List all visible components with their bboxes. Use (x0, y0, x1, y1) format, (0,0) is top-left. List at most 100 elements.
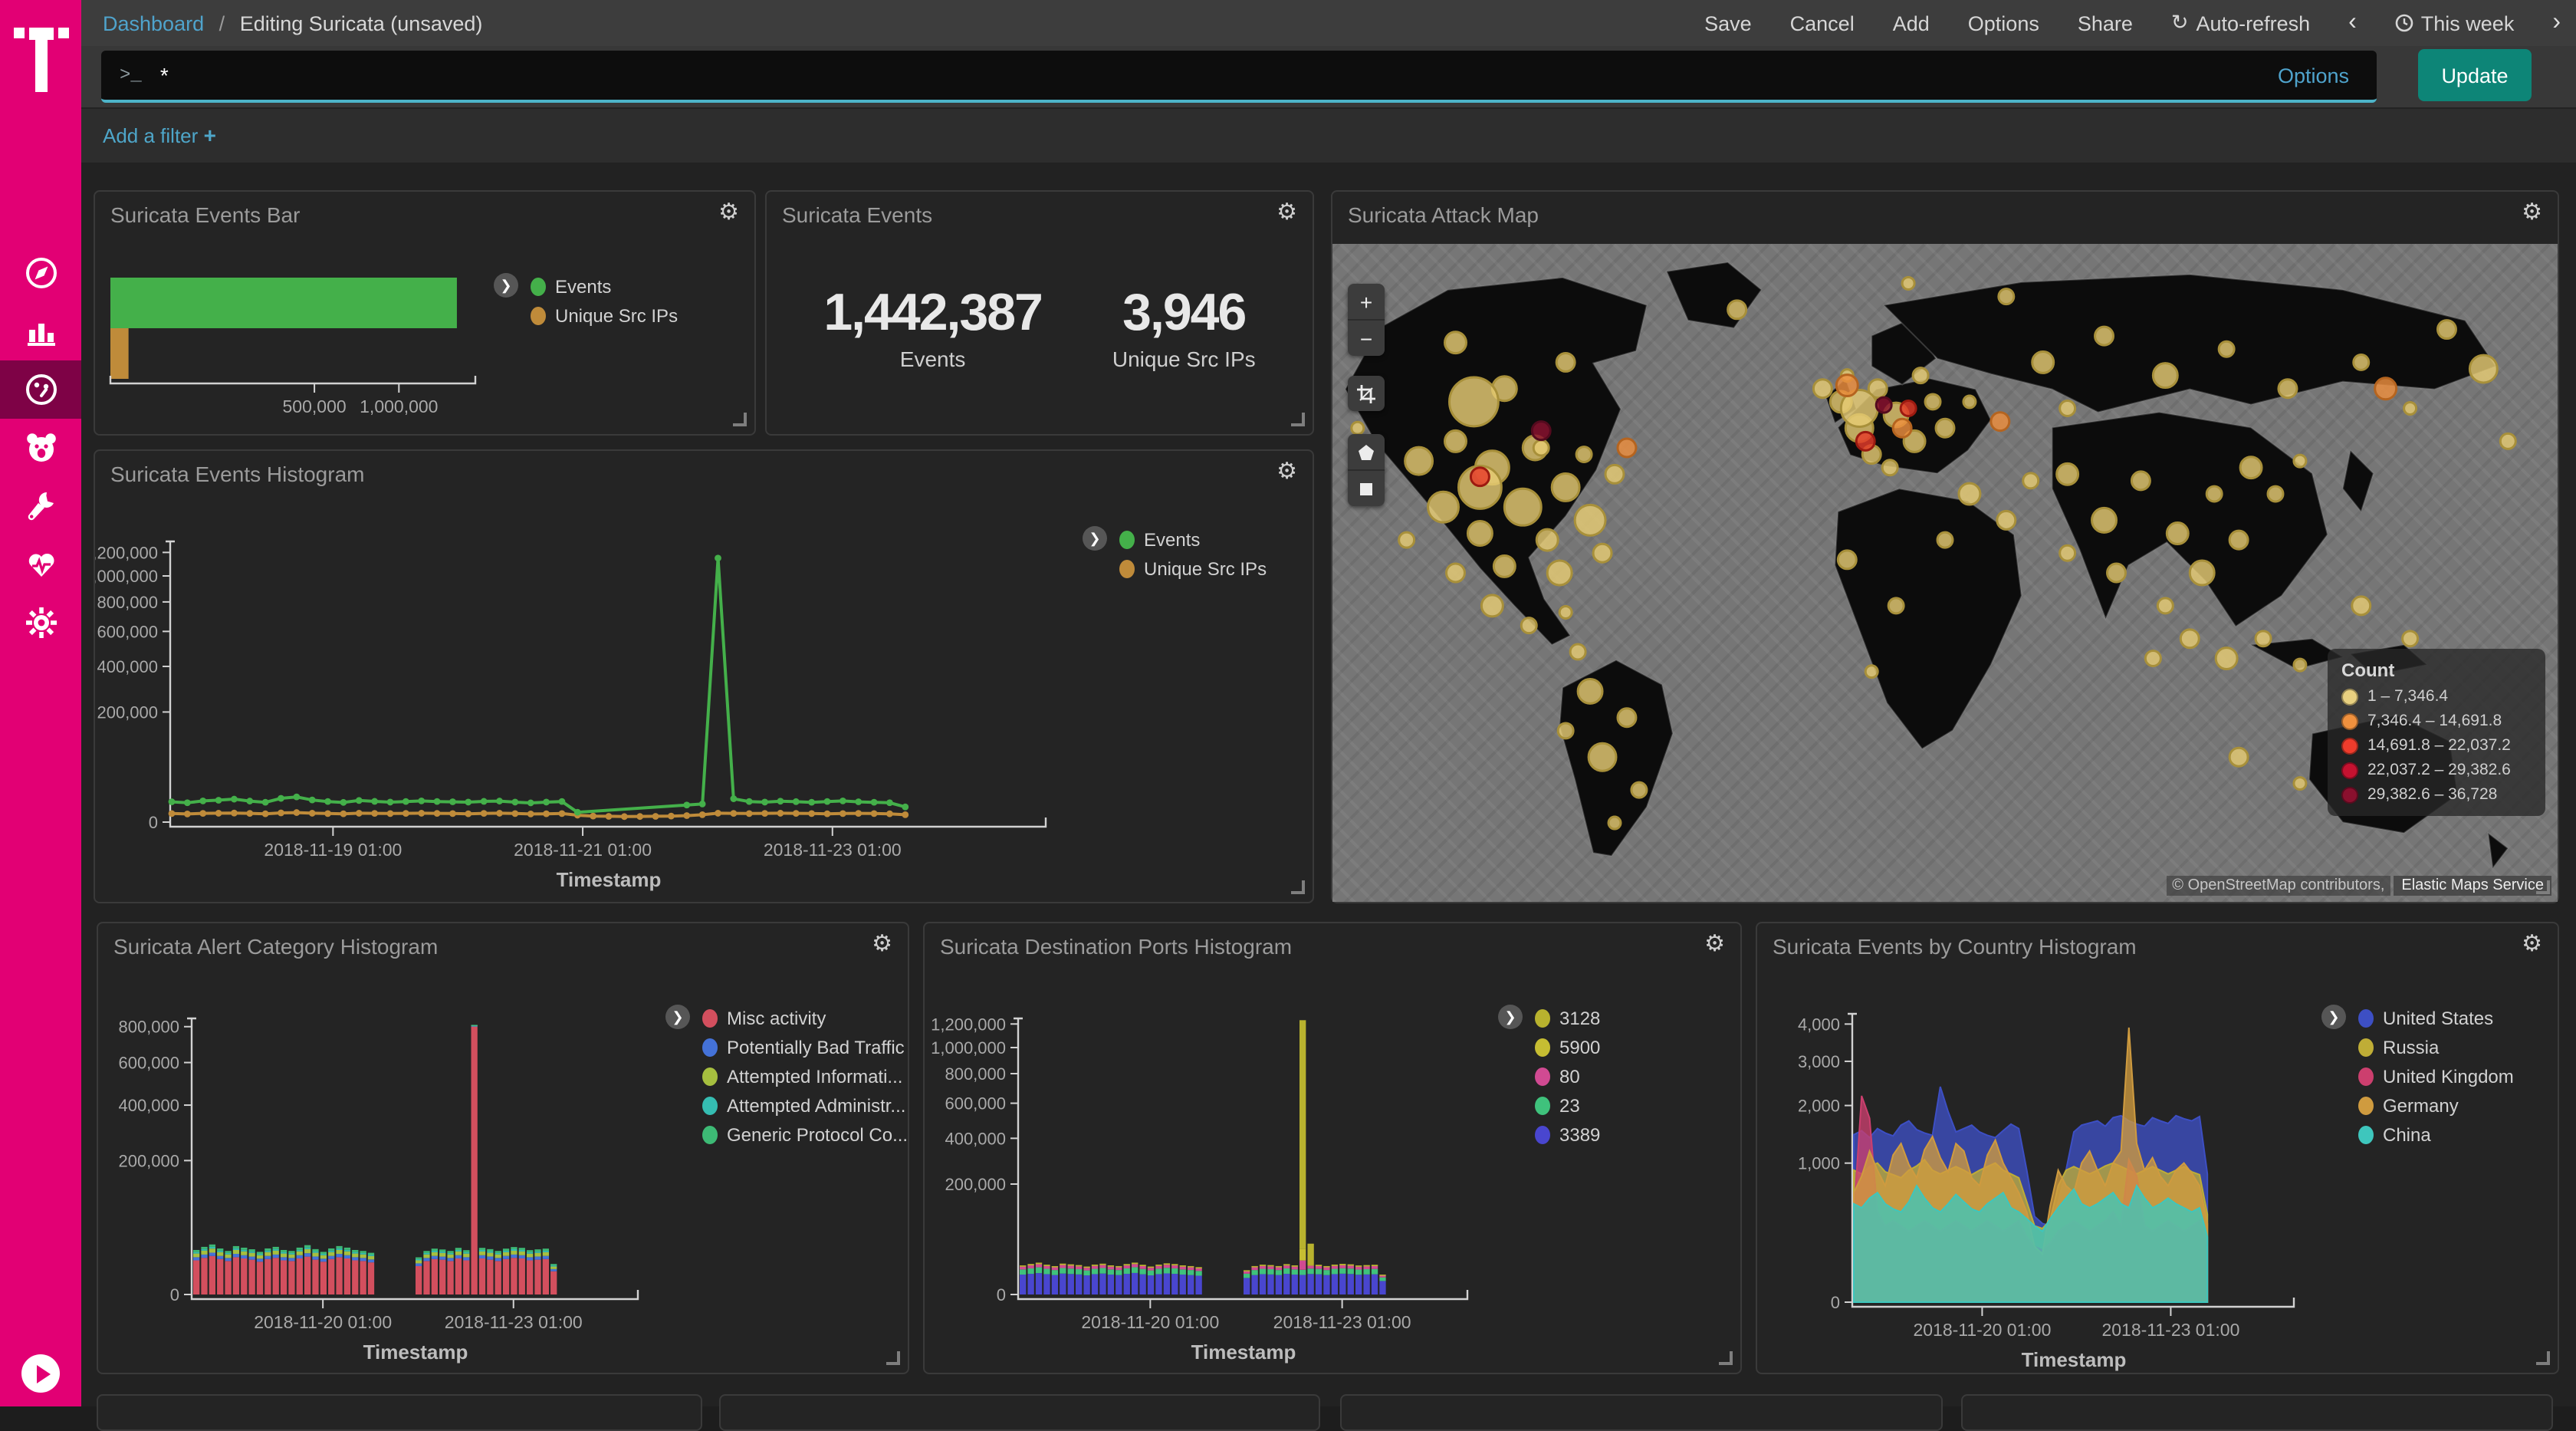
elastic-maps-service[interactable]: Elastic Maps Service (2394, 876, 2551, 896)
svg-text:200,000: 200,000 (945, 1175, 1006, 1194)
svg-text:Timestamp: Timestamp (2022, 1348, 2127, 1371)
legend-label: Russia (2383, 1036, 2440, 1058)
fit-bounds-icon[interactable] (1348, 376, 1385, 411)
map-legend-item: 22,037.2 – 29,382.6 (2341, 761, 2532, 779)
legend-item[interactable]: Generic Protocol Co... (702, 1120, 908, 1149)
legend-item[interactable]: Russia (2358, 1032, 2514, 1061)
svg-text:0: 0 (1831, 1293, 1840, 1312)
svg-text:Timestamp: Timestamp (1191, 1341, 1296, 1364)
legend-swatch (2358, 1008, 2374, 1027)
svg-text:800,000: 800,000 (118, 1018, 179, 1037)
sidebar-item-visualize[interactable] (0, 302, 81, 360)
zoom-in-button[interactable]: + (1359, 289, 1373, 314)
sidebar-item-monitoring[interactable] (0, 535, 81, 594)
chevron-right-icon[interactable]: ❯ (1498, 1005, 1523, 1029)
svg-text:3,000: 3,000 (1798, 1052, 1840, 1071)
chevron-right-icon[interactable]: ❯ (1083, 526, 1107, 551)
play-circle-icon (36, 1364, 50, 1383)
map-attribution: © OpenStreetMap contributors, Elastic Ma… (2166, 876, 2551, 896)
legend-item[interactable]: China (2358, 1120, 2514, 1149)
svg-text:600,000: 600,000 (118, 1054, 179, 1073)
legend-item[interactable]: United Kingdom (2358, 1061, 2514, 1091)
draw-polygon-button[interactable] (1348, 434, 1385, 469)
legend-label: Attempted Administr... (727, 1094, 906, 1116)
svg-text:0: 0 (997, 1285, 1006, 1304)
legend-swatch (1535, 1038, 1550, 1056)
sidebar-item-discover[interactable] (0, 244, 81, 302)
share-button[interactable]: Share (2077, 12, 2133, 35)
zoom-out-button[interactable]: − (1348, 319, 1385, 356)
auto-refresh-button[interactable]: ↻ Auto-refresh (2170, 11, 2311, 35)
gear-icon[interactable]: ⚙ (1276, 199, 1297, 225)
resize-handle-icon[interactable] (1291, 413, 1305, 426)
legend-item[interactable]: ❯ Events (494, 271, 678, 301)
sidebar-collapse-button[interactable] (21, 1354, 60, 1393)
legend-item[interactable]: ❯ 3128 (1498, 1003, 1600, 1032)
gear-icon[interactable]: ⚙ (872, 931, 892, 957)
time-prev-button[interactable]: ‹ (2348, 9, 2357, 35)
query-options-link[interactable]: Options (2277, 64, 2349, 87)
legend-item[interactable]: 3389 (1535, 1120, 1600, 1149)
legend-item[interactable]: Attempted Administr... (702, 1091, 908, 1120)
chevron-right-icon[interactable]: ❯ (2321, 1005, 2346, 1029)
legend-item[interactable]: Attempted Informati... (702, 1061, 908, 1091)
legend-item[interactable]: Potentially Bad Traffic (702, 1032, 908, 1061)
legend-item[interactable]: ❯ Misc activity (665, 1003, 908, 1032)
world-map[interactable]: + − Count 1 – 7,346.4 7,346.4 – 14,691.8 1… (1332, 244, 2558, 902)
panel-title: Suricata Destination Ports Histogram (940, 934, 1293, 959)
legend-item[interactable]: 5900 (1535, 1032, 1600, 1061)
cancel-button[interactable]: Cancel (1789, 12, 1855, 35)
legend-item[interactable]: ❯ United States (2321, 1003, 2514, 1032)
resize-handle-icon[interactable] (2536, 1351, 2550, 1365)
map-legend-item: 1 – 7,346.4 (2341, 687, 2532, 706)
save-button[interactable]: Save (1704, 12, 1752, 35)
sidebar-item-dashboard[interactable] (0, 360, 81, 419)
resize-handle-icon[interactable] (1719, 1351, 1733, 1365)
gear-icon[interactable]: ⚙ (1704, 931, 1725, 957)
resize-handle-icon[interactable] (733, 413, 747, 426)
svg-text:800,000: 800,000 (97, 593, 158, 612)
add-filter-link[interactable]: Add a filter + (103, 123, 216, 147)
legend-item[interactable]: ❯ Events (1083, 525, 1267, 554)
resize-handle-icon[interactable] (1291, 880, 1305, 894)
panel-attack-map: Suricata Attack Map ⚙ (1331, 190, 2559, 903)
osm-attribution[interactable]: © OpenStreetMap contributors, (2166, 876, 2391, 896)
gear-icon[interactable]: ⚙ (1276, 459, 1297, 485)
search-query-input[interactable]: >_ * Options (101, 51, 2377, 103)
legend-item[interactable]: Unique Src IPs (531, 301, 678, 330)
legend-item[interactable]: Germany (2358, 1091, 2514, 1120)
svg-text:1,000: 1,000 (1798, 1154, 1840, 1173)
legend-swatch (702, 1125, 718, 1143)
bear-icon (26, 433, 55, 462)
panel-title: Suricata Events by Country Histogram (1773, 934, 2137, 959)
time-next-button[interactable]: › (2552, 9, 2561, 35)
sidebar-item-management[interactable] (0, 594, 81, 652)
t-mobile-logo[interactable] (14, 25, 69, 95)
legend-label: 80 (1559, 1065, 1580, 1087)
legend-label: United States (2383, 1007, 2494, 1028)
legend-label: Germany (2383, 1094, 2459, 1116)
svg-text:2018-11-21 01:00: 2018-11-21 01:00 (514, 840, 652, 860)
legend-label: Potentially Bad Traffic (727, 1036, 905, 1058)
draw-rectangle-button[interactable] (1348, 469, 1385, 506)
gear-icon[interactable]: ⚙ (2522, 931, 2542, 957)
legend-item[interactable]: 80 (1535, 1061, 1600, 1091)
breadcrumb-dashboard-link[interactable]: Dashboard (103, 12, 205, 35)
gear-icon[interactable]: ⚙ (2522, 199, 2542, 225)
legend-swatch (1119, 559, 1135, 577)
gear-icon[interactable]: ⚙ (718, 199, 739, 225)
legend-item[interactable]: Unique Src IPs (1119, 554, 1267, 583)
sidebar-item-beats[interactable] (0, 419, 81, 477)
options-button[interactable]: Options (1967, 12, 2039, 35)
console-prompt-icon: >_ (120, 64, 142, 86)
update-button[interactable]: Update (2418, 49, 2532, 101)
chevron-right-icon[interactable]: ❯ (494, 273, 518, 298)
chevron-right-icon[interactable]: ❯ (665, 1005, 690, 1029)
legend-item[interactable]: 23 (1535, 1091, 1600, 1120)
add-button[interactable]: Add (1892, 12, 1930, 35)
resize-handle-icon[interactable] (886, 1351, 900, 1365)
sidebar-item-dev-tools[interactable] (0, 477, 81, 535)
resize-handle-icon[interactable] (2536, 880, 2550, 894)
time-range-button[interactable]: This week (2395, 12, 2514, 35)
legend-swatch (1535, 1008, 1550, 1027)
